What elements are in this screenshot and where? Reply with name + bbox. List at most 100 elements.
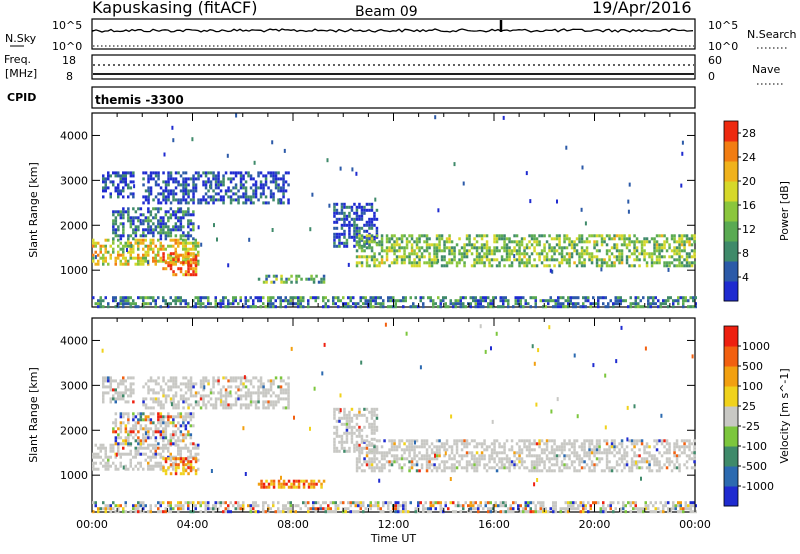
data-cell xyxy=(139,207,143,211)
data-cell xyxy=(542,507,545,511)
data-cell xyxy=(664,299,667,303)
data-cell xyxy=(363,211,366,215)
data-cell xyxy=(147,222,150,226)
data-cell xyxy=(112,171,115,175)
data-cell xyxy=(519,302,522,306)
data-cell xyxy=(365,202,369,206)
data-cell xyxy=(297,504,300,508)
data-cell xyxy=(440,255,444,259)
data-cell xyxy=(394,501,397,505)
data-cell xyxy=(434,302,437,306)
data-cell xyxy=(194,258,198,262)
data-cell xyxy=(387,507,390,511)
data-cell xyxy=(139,427,143,431)
data-cell xyxy=(189,466,193,470)
data-cell xyxy=(112,461,115,465)
data-cell xyxy=(249,394,253,398)
data-cell xyxy=(478,463,481,467)
data-cell xyxy=(425,237,429,241)
data-cell xyxy=(189,469,193,473)
data-cell xyxy=(340,205,344,209)
data-cell xyxy=(623,451,626,455)
data-cell xyxy=(97,299,100,303)
data-cell xyxy=(685,460,689,464)
data-cell xyxy=(194,443,197,447)
data-cell xyxy=(109,244,112,248)
data-cell xyxy=(154,455,157,459)
data-cell xyxy=(655,246,659,250)
data-cell xyxy=(485,252,489,256)
data-cell xyxy=(609,299,612,303)
data-cell xyxy=(623,448,626,452)
data-cell xyxy=(545,252,549,256)
data-cell xyxy=(109,376,112,380)
data-cell xyxy=(590,258,594,262)
data-cell xyxy=(458,460,461,464)
data-cell xyxy=(184,244,187,248)
data-cell xyxy=(137,449,140,453)
data-cell xyxy=(132,388,135,392)
data-cell xyxy=(189,213,193,217)
data-cell xyxy=(628,466,631,470)
data-cell xyxy=(552,299,555,303)
data-cell xyxy=(460,252,464,256)
data-cell xyxy=(564,305,567,309)
data-cell xyxy=(570,255,574,259)
data-cell xyxy=(420,234,424,238)
data-cell xyxy=(415,255,419,259)
data-cell xyxy=(177,415,180,419)
data-cell xyxy=(413,240,416,244)
data-cell xyxy=(500,246,504,250)
data-cell xyxy=(177,436,180,440)
data-cell xyxy=(580,240,584,244)
data-cell xyxy=(403,234,406,238)
data-cell xyxy=(177,457,180,461)
data-cell xyxy=(530,463,534,467)
data-cell xyxy=(187,507,190,511)
data-cell xyxy=(675,460,679,464)
data-cell xyxy=(147,302,150,306)
data-cell xyxy=(164,469,168,473)
data-cell xyxy=(207,501,210,505)
data-cell xyxy=(360,211,364,215)
data-cell xyxy=(122,234,125,238)
data-cell xyxy=(640,457,644,461)
data-cell xyxy=(493,460,496,464)
data-cell xyxy=(679,296,682,300)
data-cell xyxy=(272,171,275,175)
data-cell xyxy=(562,296,565,300)
data-cell xyxy=(182,198,185,202)
data-cell xyxy=(673,463,676,467)
data-cell xyxy=(495,240,499,244)
data-cell xyxy=(680,261,684,265)
data-cell xyxy=(488,460,491,464)
data-cell xyxy=(500,258,504,262)
data-cell xyxy=(249,186,253,190)
data-cell xyxy=(114,256,117,260)
data-cell xyxy=(179,201,183,205)
data-cell xyxy=(472,504,475,508)
data-cell xyxy=(353,202,356,206)
data-cell xyxy=(257,385,260,389)
data-cell xyxy=(154,461,157,465)
data-cell xyxy=(132,247,135,251)
data-cell xyxy=(343,214,346,218)
data-cell xyxy=(177,400,180,404)
data-cell xyxy=(144,382,148,386)
data-cell xyxy=(490,442,494,446)
data-cell xyxy=(508,469,511,473)
data-cell xyxy=(109,504,112,508)
data-cell xyxy=(119,424,123,428)
data-cell xyxy=(605,460,609,464)
data-cell xyxy=(490,252,494,256)
scatter-point xyxy=(374,197,377,202)
scatter-point xyxy=(172,138,175,143)
data-cell xyxy=(514,302,517,306)
data-cell xyxy=(583,264,586,268)
data-cell xyxy=(252,183,255,187)
data-cell xyxy=(277,189,280,193)
data-cell xyxy=(317,501,320,505)
data-cell xyxy=(197,171,200,175)
data-cell xyxy=(174,222,178,226)
data-cell xyxy=(383,249,386,253)
